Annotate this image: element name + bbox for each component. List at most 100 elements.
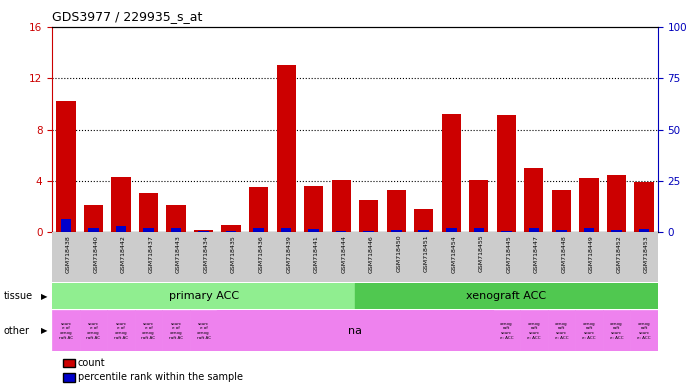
Bar [493, 310, 520, 351]
Text: sourc
e of
xenog
raft AC: sourc e of xenog raft AC [196, 322, 211, 339]
Text: other: other [3, 326, 29, 336]
Bar [418, 230, 429, 232]
Bar [221, 225, 241, 232]
Bar [276, 65, 296, 232]
Text: xenog
raft
sourc
e: ACC: xenog raft sourc e: ACC [555, 322, 568, 339]
Bar [603, 310, 630, 351]
Bar [52, 283, 355, 309]
Bar [61, 220, 71, 232]
Bar [520, 310, 548, 351]
Text: na: na [348, 326, 362, 336]
Bar [308, 229, 319, 232]
Bar [579, 179, 599, 232]
Bar [80, 310, 107, 351]
Text: sourc
e of
xenog
raft AC: sourc e of xenog raft AC [169, 322, 183, 339]
Bar [331, 180, 351, 232]
Bar [611, 230, 622, 232]
Text: primary ACC: primary ACC [168, 291, 239, 301]
Text: GSM718439: GSM718439 [286, 235, 291, 273]
Text: GSM718444: GSM718444 [341, 235, 346, 273]
Text: xenog
raft
sourc
e: ACC: xenog raft sourc e: ACC [610, 322, 623, 339]
Text: GSM718436: GSM718436 [259, 235, 264, 273]
Text: xenog
raft
sourc
e: ACC: xenog raft sourc e: ACC [582, 322, 596, 339]
Text: tissue: tissue [3, 291, 33, 301]
Bar [414, 209, 434, 232]
Bar [528, 228, 539, 232]
Text: xenog
raft
sourc
e: ACC: xenog raft sourc e: ACC [637, 322, 651, 339]
Text: GSM718442: GSM718442 [121, 235, 126, 273]
Bar [52, 310, 80, 351]
Bar [217, 310, 493, 351]
Bar [552, 190, 571, 232]
Bar [391, 230, 402, 232]
Text: count: count [78, 358, 106, 368]
Bar [135, 310, 162, 351]
Bar [249, 187, 268, 232]
Text: percentile rank within the sample: percentile rank within the sample [78, 372, 243, 382]
Bar [634, 182, 654, 232]
Bar [107, 310, 135, 351]
Bar [355, 283, 658, 309]
Bar [194, 230, 213, 232]
Text: GSM718440: GSM718440 [93, 235, 99, 273]
Bar [139, 192, 158, 232]
Text: ▶: ▶ [41, 326, 47, 336]
Text: GSM718454: GSM718454 [451, 235, 457, 273]
Bar [190, 310, 217, 351]
Bar [84, 205, 103, 232]
Text: GSM718449: GSM718449 [589, 235, 594, 273]
Text: xenog
raft
sourc
e: ACC: xenog raft sourc e: ACC [500, 322, 513, 339]
Bar [607, 175, 626, 232]
Text: GSM718441: GSM718441 [314, 235, 319, 273]
Text: GSM718453: GSM718453 [644, 235, 649, 273]
Text: sourc
e of
xenog
raft AC: sourc e of xenog raft AC [59, 322, 73, 339]
Bar [524, 168, 544, 232]
Text: xenog
raft
sourc
e: ACC: xenog raft sourc e: ACC [527, 322, 541, 339]
Text: GSM718445: GSM718445 [506, 235, 512, 273]
Bar [253, 228, 264, 232]
Text: GSM718447: GSM718447 [534, 235, 539, 273]
Text: ▶: ▶ [41, 292, 47, 301]
Bar [386, 190, 406, 232]
Bar [56, 101, 76, 232]
Bar [497, 116, 516, 232]
Bar [575, 310, 603, 351]
Text: GSM718438: GSM718438 [66, 235, 71, 273]
Text: GSM718450: GSM718450 [396, 235, 402, 272]
Text: GDS3977 / 229935_s_at: GDS3977 / 229935_s_at [52, 10, 203, 23]
Bar [446, 228, 457, 232]
Bar [304, 186, 324, 232]
Text: GSM718435: GSM718435 [231, 235, 236, 273]
Bar [281, 228, 292, 232]
Text: GSM718437: GSM718437 [148, 235, 154, 273]
Text: GSM718451: GSM718451 [424, 235, 429, 272]
Bar [226, 231, 237, 232]
Bar [162, 310, 190, 351]
Bar [171, 228, 182, 232]
Text: GSM718434: GSM718434 [203, 235, 209, 273]
Text: GSM718455: GSM718455 [479, 235, 484, 272]
Text: sourc
e of
xenog
raft AC: sourc e of xenog raft AC [141, 322, 156, 339]
Text: sourc
e of
xenog
raft AC: sourc e of xenog raft AC [114, 322, 128, 339]
Bar [111, 177, 131, 232]
Bar [548, 310, 575, 351]
Bar [336, 231, 347, 232]
Bar [556, 230, 567, 232]
Bar [584, 228, 594, 232]
Bar [143, 228, 154, 232]
Bar [469, 180, 489, 232]
Bar [442, 114, 461, 232]
Bar [363, 231, 374, 232]
Bar [639, 229, 649, 232]
Bar [166, 205, 186, 232]
Bar [501, 231, 512, 232]
Text: GSM718446: GSM718446 [369, 235, 374, 273]
Bar [116, 226, 126, 232]
Bar [473, 228, 484, 232]
Text: GSM718452: GSM718452 [617, 235, 622, 273]
Text: GSM718443: GSM718443 [176, 235, 181, 273]
Bar [88, 228, 99, 232]
Bar [198, 231, 209, 232]
Bar [630, 310, 658, 351]
Text: xenograft ACC: xenograft ACC [466, 291, 546, 301]
